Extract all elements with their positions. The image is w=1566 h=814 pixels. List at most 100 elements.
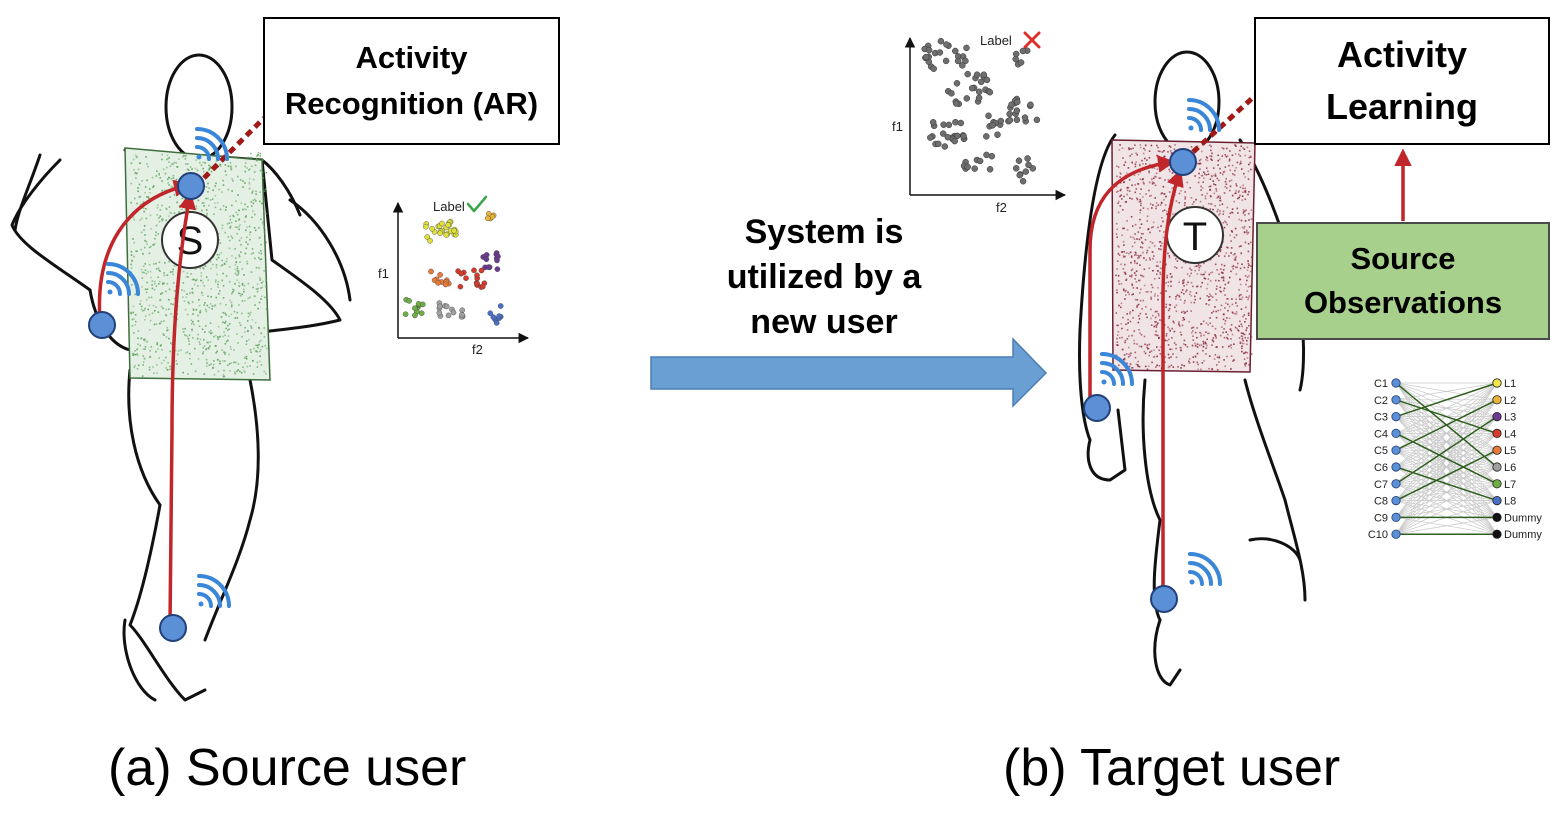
texture-dot — [1200, 368, 1202, 371]
texture-dot — [140, 308, 143, 311]
texture-dot — [1158, 336, 1161, 339]
texture-dot — [1181, 266, 1183, 269]
texture-dot — [198, 325, 201, 328]
texture-dot — [255, 200, 257, 202]
texture-dot — [1241, 226, 1244, 229]
texture-dot — [1186, 346, 1189, 348]
texture-dot — [1223, 359, 1225, 361]
mapping-left-label: C1 — [1374, 378, 1388, 390]
texture-dot — [262, 280, 264, 283]
texture-dot — [1221, 203, 1224, 205]
texture-dot — [1190, 295, 1193, 297]
texture-dot — [1197, 181, 1200, 184]
texture-dot — [1246, 276, 1249, 278]
texture-dot — [212, 363, 215, 366]
texture-dot — [1211, 312, 1213, 314]
texture-dot — [136, 353, 138, 355]
texture-dot — [1167, 285, 1170, 287]
texture-dot — [1212, 337, 1215, 339]
texture-dot — [1131, 225, 1134, 227]
texture-dot — [1137, 364, 1139, 366]
texture-dot — [161, 282, 164, 284]
texture-dot — [261, 202, 263, 205]
texture-dot — [1182, 282, 1184, 285]
texture-dot — [144, 269, 147, 271]
texture-dot — [1135, 161, 1137, 163]
texture-dot — [1130, 352, 1132, 355]
texture-dot — [1249, 285, 1252, 288]
texture-dot — [1115, 222, 1118, 225]
texture-dot — [165, 367, 167, 369]
texture-dot — [160, 362, 163, 364]
texture-dot — [222, 179, 224, 182]
texture-dot — [209, 345, 211, 347]
texture-dot — [155, 175, 158, 177]
texture-dot — [1145, 259, 1147, 261]
texture-dot — [205, 276, 208, 278]
texture-dot — [1134, 223, 1137, 226]
texture-dot — [1158, 248, 1160, 250]
texture-dot — [132, 216, 135, 219]
texture-dot — [176, 363, 178, 365]
texture-dot — [1134, 184, 1136, 186]
texture-dot — [257, 346, 259, 349]
texture-dot — [246, 260, 248, 263]
texture-dot — [241, 293, 243, 296]
texture-dot — [173, 282, 175, 284]
texture-dot — [217, 280, 220, 283]
texture-dot — [1157, 146, 1159, 149]
texture-dot — [1189, 291, 1192, 293]
texture-dot — [1233, 200, 1235, 203]
texture-dot — [194, 279, 197, 281]
texture-dot — [253, 295, 256, 297]
texture-dot — [256, 283, 259, 285]
texture-dot — [1216, 210, 1219, 213]
texture-dot — [155, 224, 158, 227]
texture-dot — [1249, 155, 1252, 157]
texture-dot — [1202, 320, 1205, 323]
texture-dot — [1233, 236, 1236, 239]
texture-dot — [216, 350, 218, 353]
texture-dot — [1164, 361, 1166, 363]
texture-dot — [1241, 350, 1243, 353]
scatter-point — [994, 131, 1001, 138]
texture-dot — [1239, 342, 1242, 344]
texture-dot — [1196, 346, 1199, 348]
texture-dot — [1116, 337, 1118, 340]
texture-dot — [188, 302, 190, 305]
texture-dot — [202, 347, 204, 349]
texture-dot — [1139, 312, 1142, 315]
texture-dot — [1120, 173, 1122, 175]
texture-dot — [182, 270, 185, 273]
texture-dot — [141, 277, 144, 279]
texture-dot — [1235, 302, 1237, 304]
texture-dot — [246, 236, 248, 239]
texture-dot — [238, 281, 240, 284]
texture-dot — [1180, 346, 1182, 349]
texture-dot — [256, 344, 259, 347]
texture-dot — [1188, 360, 1190, 363]
texture-dot — [1209, 195, 1212, 197]
texture-dot — [159, 299, 161, 302]
texture-dot — [1164, 339, 1167, 342]
texture-dot — [247, 156, 250, 158]
texture-dot — [197, 320, 200, 322]
texture-dot — [1244, 176, 1246, 178]
texture-dot — [1217, 309, 1219, 312]
texture-dot — [1115, 354, 1118, 356]
texture-dot — [1216, 346, 1218, 348]
texture-dot — [1120, 194, 1122, 197]
texture-dot — [172, 268, 174, 271]
texture-dot — [1140, 334, 1143, 336]
scatter-point — [948, 90, 955, 97]
texture-dot — [249, 365, 251, 367]
texture-dot — [1224, 307, 1226, 309]
texture-dot — [1140, 236, 1143, 239]
texture-dot — [1159, 177, 1162, 179]
texture-dot — [261, 202, 264, 205]
texture-dot — [1247, 250, 1250, 253]
texture-dot — [167, 215, 170, 217]
wireless-icon — [195, 127, 229, 161]
texture-dot — [136, 250, 138, 253]
wireless-icon — [1187, 98, 1221, 132]
